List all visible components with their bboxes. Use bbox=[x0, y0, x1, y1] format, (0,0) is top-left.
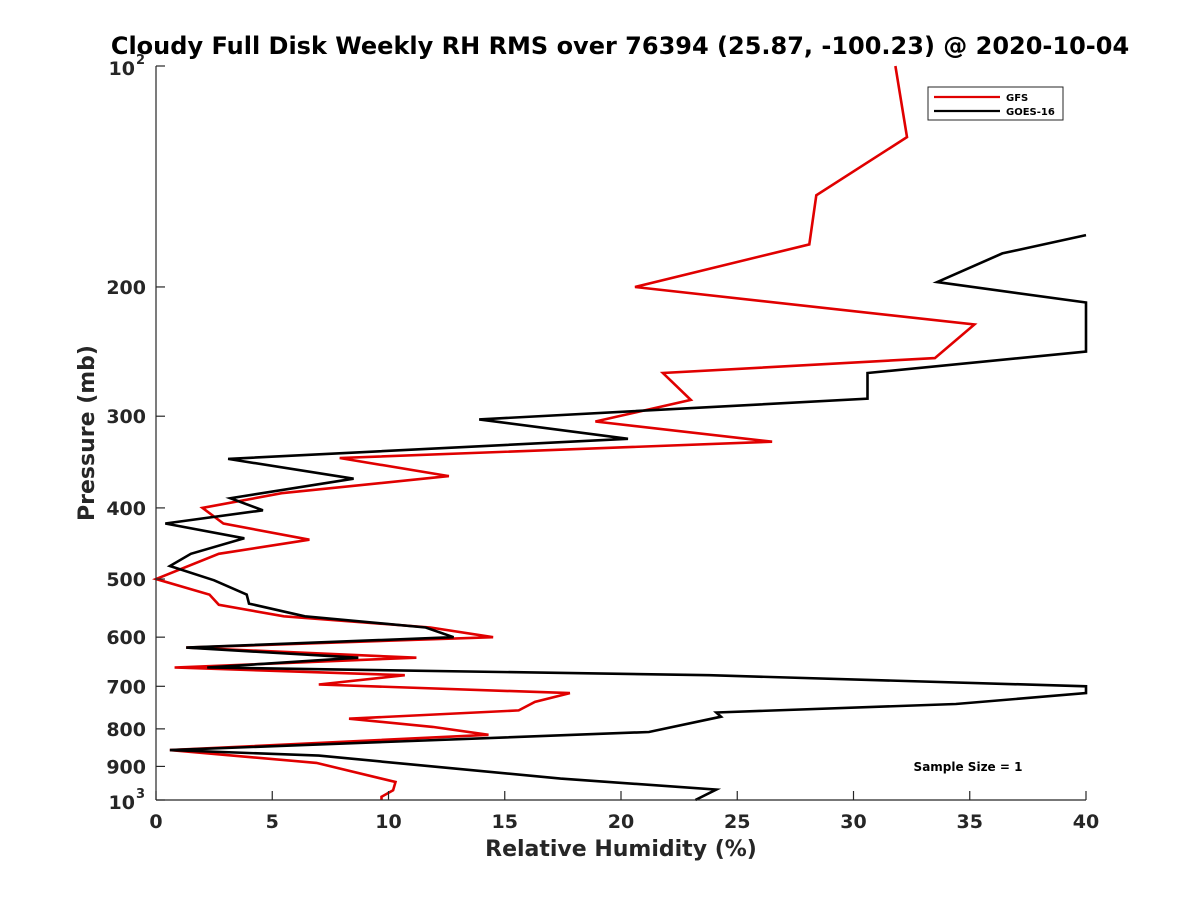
y-tick-label: 500 bbox=[106, 569, 146, 591]
legend-label-gfs: GFS bbox=[1006, 93, 1028, 104]
y-tick-label: 10 bbox=[109, 58, 135, 80]
y-tick-label: 200 bbox=[106, 277, 146, 299]
sample-size-annotation: Sample Size = 1 bbox=[914, 760, 1023, 774]
y-axis-label: Pressure (mb) bbox=[75, 345, 100, 521]
x-tick-label: 10 bbox=[375, 811, 401, 833]
x-tick-label: 0 bbox=[149, 811, 162, 833]
legend-label-goes16: GOES-16 bbox=[1006, 107, 1055, 118]
x-tick-label: 40 bbox=[1073, 811, 1099, 833]
x-tick-label: 20 bbox=[608, 811, 634, 833]
x-axis-label: Relative Humidity (%) bbox=[485, 837, 757, 862]
legend-box bbox=[927, 86, 1064, 121]
x-tick-label: 35 bbox=[957, 811, 983, 833]
y-tick-label: 10 bbox=[109, 792, 135, 814]
plot-lines bbox=[152, 65, 1088, 802]
x-tick-label: 25 bbox=[724, 811, 750, 833]
x-tick-label: 30 bbox=[840, 811, 866, 833]
y-tick-label: 800 bbox=[106, 719, 146, 741]
y-tick-label: 300 bbox=[106, 406, 146, 428]
y-tick-label: 700 bbox=[106, 676, 146, 698]
y-tick-exponent: 3 bbox=[136, 787, 145, 802]
series-line-goes-16 bbox=[165, 233, 1088, 802]
chart-title: Cloudy Full Disk Weekly RH RMS over 7639… bbox=[111, 32, 1129, 60]
series-line-gfs bbox=[152, 65, 978, 800]
x-tick-label: 15 bbox=[492, 811, 518, 833]
x-tick-label: 5 bbox=[266, 811, 279, 833]
y-tick-label: 400 bbox=[106, 498, 146, 520]
y-tick-label: 900 bbox=[106, 756, 146, 778]
y-tick-label: 600 bbox=[106, 627, 146, 649]
legend: GFS GOES-16 bbox=[927, 86, 1064, 121]
x-axis-ticks: 0 5 10 15 20 25 30 35 40 bbox=[149, 791, 1099, 833]
y-tick-exponent: 2 bbox=[136, 53, 145, 68]
